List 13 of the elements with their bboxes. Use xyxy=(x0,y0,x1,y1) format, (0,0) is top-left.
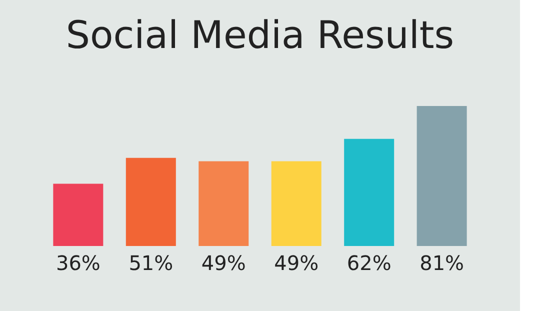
data-label: 51% xyxy=(128,251,174,275)
bar xyxy=(126,158,176,246)
data-label: 36% xyxy=(56,251,100,275)
chart-title: Social Media Results xyxy=(66,13,454,57)
bar xyxy=(271,161,322,246)
data-label: 62% xyxy=(346,251,392,275)
bar xyxy=(53,184,104,246)
data-label: 49% xyxy=(201,251,246,275)
bar xyxy=(198,161,249,246)
bar xyxy=(416,106,467,246)
data-label: 49% xyxy=(274,251,319,275)
bar xyxy=(344,138,394,246)
data-label: 81% xyxy=(420,251,464,275)
